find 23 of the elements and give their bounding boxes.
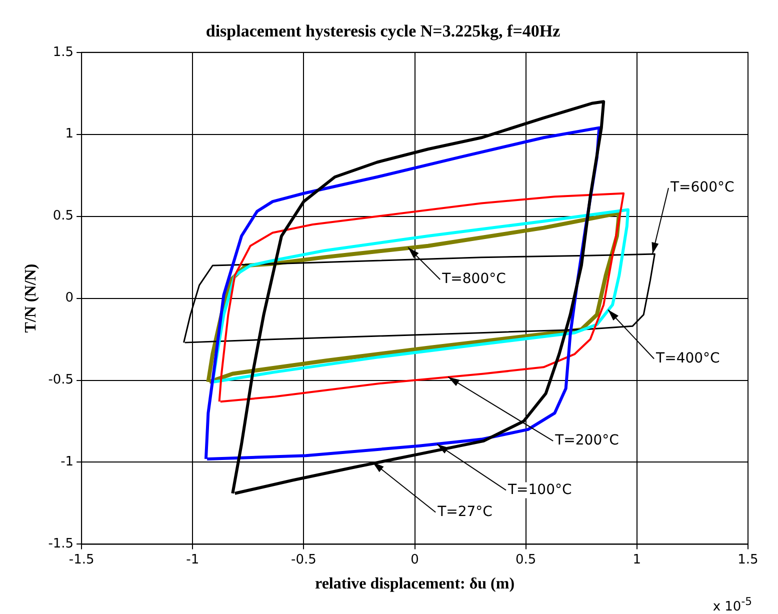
y-tick-label: 1 — [65, 126, 74, 142]
chart-title: displacement hysteresis cycle N=3.225kg, f=40Hz — [206, 22, 561, 41]
annotation: T=100°C — [506, 482, 572, 498]
annotation: T=200°C — [554, 432, 620, 449]
y-tick-label: 0 — [65, 290, 74, 306]
annotation: T=27°C — [436, 504, 493, 520]
x-axis-title: relative displacement: δu (m) — [315, 576, 515, 593]
annotation: T=600°C — [669, 180, 734, 196]
x-tick-label: 1.5 — [738, 552, 758, 568]
annotation: T=800°C — [441, 271, 506, 288]
x-tick-label: -1 — [186, 552, 200, 568]
y-tick-label: 1.5 — [52, 44, 74, 60]
x-tick-label: 0.5 — [516, 552, 536, 568]
y-tick-label: -1.5 — [48, 536, 74, 552]
annotation: T=400°C — [655, 350, 720, 366]
x-tick-label: 0 — [410, 552, 419, 568]
x-tick-label: 1 — [632, 552, 642, 568]
y-tick-label: -1 — [60, 454, 74, 470]
y-tick-label: -0.5 — [48, 372, 74, 388]
x-tick-label: -0.5 — [291, 552, 316, 568]
text: x 10$^{-5}$ — [712, 594, 752, 614]
y-axis-title: T/N (N/N) — [22, 264, 40, 333]
y-tick-label: 0.5 — [52, 208, 74, 224]
